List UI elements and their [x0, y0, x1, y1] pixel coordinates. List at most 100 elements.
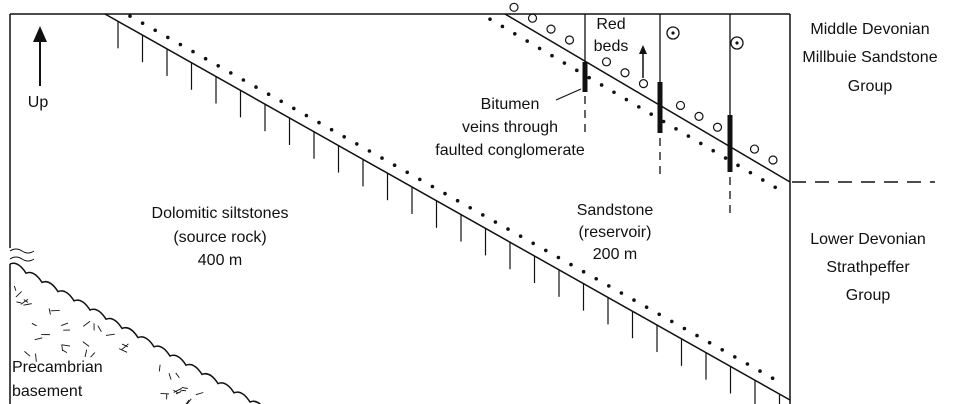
- label: basement: [12, 383, 83, 400]
- dot: [392, 163, 397, 167]
- label: Red: [596, 16, 625, 33]
- dot: [707, 340, 712, 345]
- dot: [612, 90, 616, 95]
- pebble: [712, 122, 723, 132]
- dot: [455, 198, 460, 203]
- dot: [657, 312, 661, 317]
- basement-hatch: [34, 337, 43, 341]
- label: beds: [594, 38, 629, 55]
- dot: [317, 120, 321, 125]
- basement-hatch: [31, 322, 37, 327]
- dot: [128, 14, 132, 18]
- dot: [562, 61, 567, 65]
- symbol: [735, 41, 739, 45]
- dot: [607, 284, 611, 288]
- dot: [773, 185, 777, 190]
- label: faulted conglomerate: [435, 142, 585, 159]
- dot: [761, 178, 765, 182]
- dot: [500, 24, 505, 29]
- basement-hatch: [180, 389, 187, 392]
- pebble: [694, 111, 704, 121]
- dot: [632, 298, 636, 302]
- dot: [733, 355, 737, 359]
- dot: [203, 56, 208, 61]
- dot: [254, 85, 258, 89]
- pebble: [564, 35, 575, 45]
- dot: [191, 49, 195, 54]
- dot: [550, 53, 554, 58]
- dot: [711, 148, 715, 153]
- dot: [488, 17, 492, 21]
- basement-hatch: [16, 301, 22, 304]
- dot: [525, 39, 529, 43]
- dot: [329, 127, 334, 132]
- pebble: [638, 79, 649, 89]
- break-mark: [9, 248, 35, 254]
- basement-hatch: [35, 353, 37, 362]
- label: Lower Devonian: [810, 231, 926, 248]
- dot: [587, 75, 591, 80]
- basement-hatch: [175, 391, 182, 395]
- dot: [723, 156, 728, 160]
- label: Group: [848, 78, 893, 95]
- basement-hatch: [181, 386, 188, 389]
- basement-hatch: [121, 343, 129, 350]
- dot: [695, 333, 699, 338]
- label: (reservoir): [579, 224, 652, 241]
- dot: [720, 347, 724, 352]
- basement-hatch: [90, 352, 96, 358]
- dot: [468, 205, 473, 210]
- basement-hatch: [61, 322, 69, 327]
- basement-hatch: [105, 333, 115, 336]
- dot: [599, 83, 604, 87]
- dot: [292, 106, 296, 111]
- basement-hatch: [23, 299, 29, 303]
- dot: [682, 326, 687, 331]
- label: veins through: [462, 119, 558, 136]
- label: Middle Devonian: [810, 21, 929, 38]
- dot: [304, 113, 309, 118]
- basement-hatch: [24, 351, 31, 357]
- pebble: [527, 13, 538, 23]
- basement-hatch: [173, 387, 182, 393]
- basement-hatch: [82, 320, 91, 327]
- dot: [637, 105, 641, 109]
- symbol: [671, 31, 675, 35]
- dot: [367, 149, 372, 153]
- basement-hatch: [62, 349, 68, 354]
- dot: [531, 241, 535, 246]
- label: Millbuie Sandstone: [802, 49, 937, 66]
- dot: [537, 46, 542, 51]
- small-arrow-head: [639, 45, 647, 54]
- dot: [745, 362, 750, 366]
- symbol: [730, 36, 744, 50]
- dot: [241, 78, 246, 82]
- dot: [594, 276, 598, 281]
- dot: [380, 156, 384, 160]
- upper-boundary: [504, 13, 791, 183]
- label: (source rock): [173, 229, 266, 246]
- dot: [644, 305, 649, 309]
- dot: [544, 248, 548, 253]
- main-boundary: [104, 13, 791, 401]
- generated-marks: [9, 2, 781, 404]
- dot: [513, 31, 517, 36]
- basement-hatch: [61, 344, 71, 347]
- pebble: [768, 155, 778, 165]
- dot: [405, 170, 410, 175]
- basement-hatch: [158, 364, 161, 372]
- label: Group: [846, 287, 891, 304]
- break-mark: [9, 256, 35, 262]
- label: Bitumen: [481, 96, 540, 113]
- dot: [699, 141, 703, 146]
- up-arrow-head: [33, 26, 47, 42]
- dot: [153, 28, 157, 33]
- basement-hatch: [20, 298, 29, 305]
- dot: [178, 42, 183, 47]
- label: 400 m: [198, 252, 242, 269]
- dot: [575, 68, 579, 73]
- dot: [661, 119, 666, 124]
- dot: [443, 191, 447, 196]
